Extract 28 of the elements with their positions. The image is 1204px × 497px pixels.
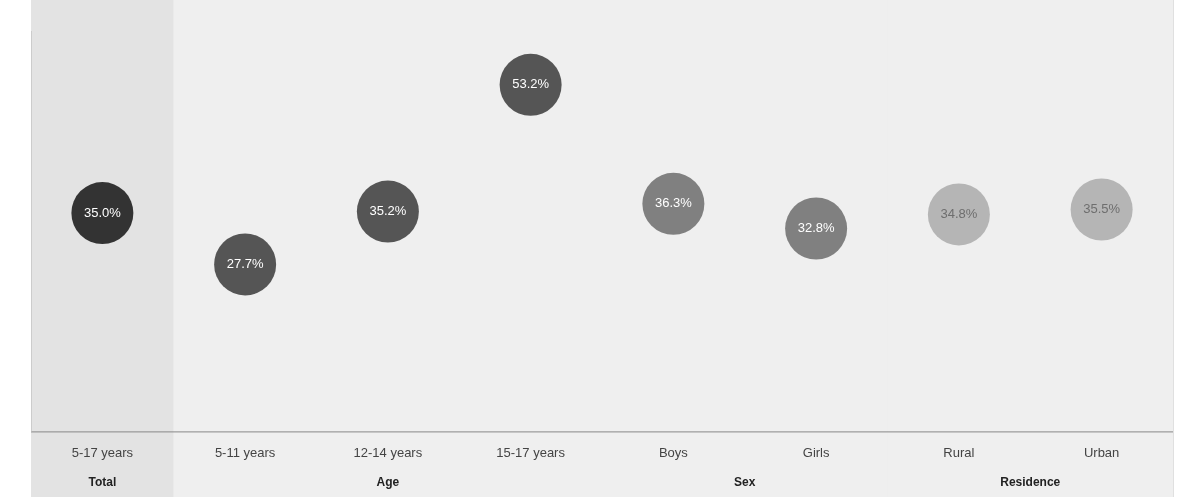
x-tick-label: Girls bbox=[802, 444, 830, 460]
point bbox=[356, 180, 419, 243]
data-label: 34.8% bbox=[940, 206, 978, 221]
point bbox=[927, 183, 990, 246]
point bbox=[642, 172, 705, 235]
data-label: 35.0% bbox=[83, 204, 122, 220]
band-label: Sex bbox=[734, 474, 756, 489]
data-label: 27.7% bbox=[226, 256, 264, 271]
data-label: 36.3% bbox=[654, 195, 693, 211]
band-label: Age bbox=[376, 474, 400, 489]
x-tick-label: Urban bbox=[1083, 444, 1120, 460]
data-label: 32.8% bbox=[797, 220, 835, 236]
point bbox=[1070, 178, 1133, 241]
point bbox=[71, 182, 134, 245]
data-label: 53.2% bbox=[512, 76, 550, 92]
band-label: Total bbox=[88, 474, 117, 489]
x-tick-label: 5-11 years bbox=[214, 444, 276, 460]
data-label: 35.5% bbox=[1083, 201, 1121, 217]
point bbox=[214, 233, 277, 296]
x-tick-label: 5-17 years bbox=[71, 444, 134, 460]
x-tick-label: 15-17 years bbox=[496, 444, 566, 460]
point bbox=[499, 53, 562, 116]
x-tick-label: Boys bbox=[658, 444, 689, 460]
point bbox=[785, 197, 848, 260]
data-label: 35.2% bbox=[369, 203, 407, 219]
x-tick-label: 12-14 years bbox=[353, 444, 423, 460]
band-label: Residence bbox=[1000, 474, 1061, 489]
x-tick-label: Rural bbox=[943, 444, 975, 460]
